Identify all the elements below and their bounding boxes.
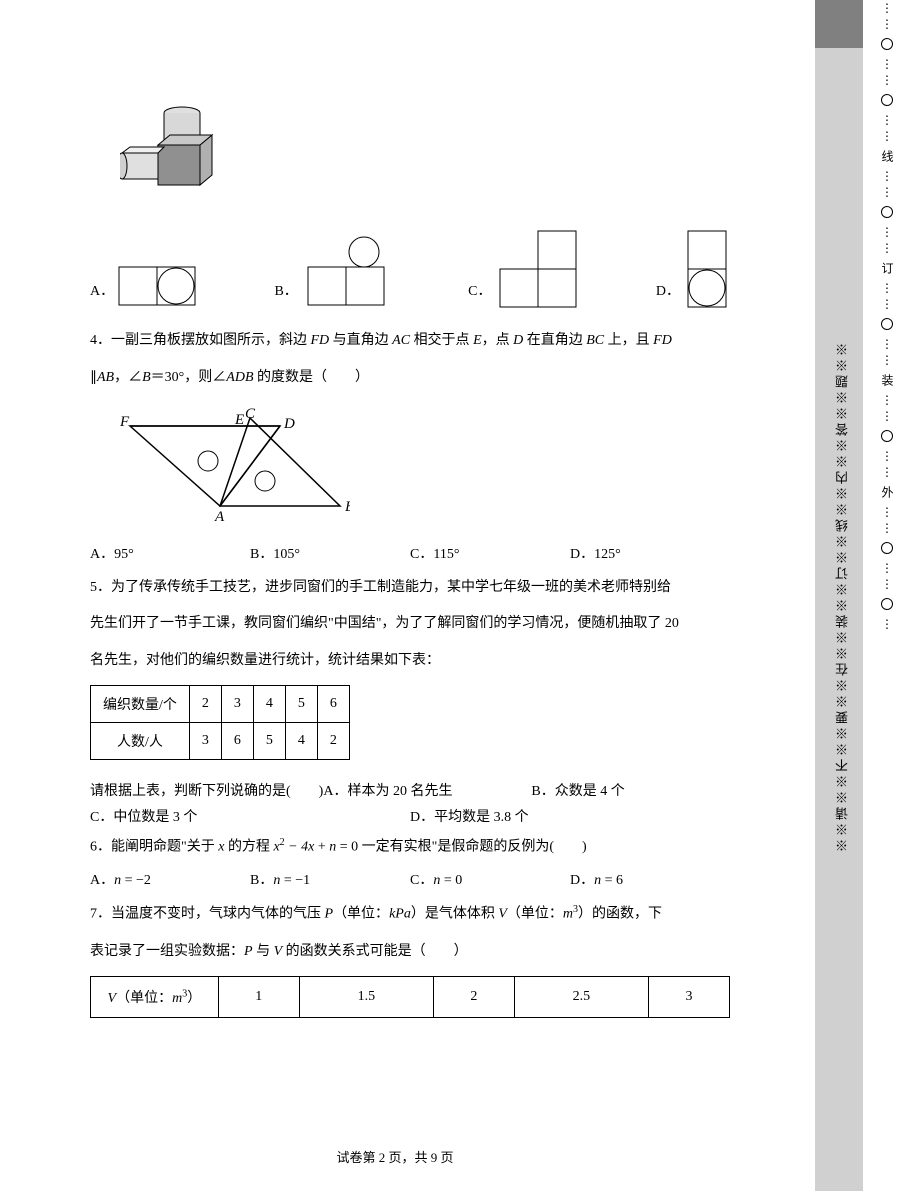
q5-line: 先生们开了一节手工课，教同窗们编织"中国结"，为了了解同窗们的学习情况，便随机抽… xyxy=(90,609,730,640)
binding-dotline: ⋮⋮ ⋮⋮ ⋮⋮ 线 ⋮⋮ ⋮⋮ 订 ⋮⋮ ⋮⋮ 装 ⋮⋮ ⋮⋮ 外 ⋮⋮ ⋮⋮… xyxy=(872,0,902,1191)
q4-choices: A．95° B．105° C．115° D．125° xyxy=(90,543,730,563)
option-c-figure xyxy=(496,230,580,308)
option-label: D． xyxy=(656,280,680,300)
table-cell: 4 xyxy=(253,685,285,722)
q4-text-2: ∥AB，∠B＝30°，则∠ADB 的度数是（ ） xyxy=(90,363,730,394)
table-header: V（单位：m3） xyxy=(91,976,219,1017)
q5-ask: 请根据上表，判断下列说确的是( ) xyxy=(90,784,323,799)
choice: A．n = −2 xyxy=(90,869,250,889)
table-cell: 3 xyxy=(648,976,729,1017)
table-cell: 5 xyxy=(285,685,317,722)
option-label: A． xyxy=(90,280,114,300)
page-content: A． B． C． D． 4．一副三角板摆放如图所示，斜边 FD 与直角边 AC … xyxy=(0,0,790,1191)
choice: C．115° xyxy=(410,543,570,563)
q4-text: 4．一副三角板摆放如图所示，斜边 FD 与直角边 AC 相交于点 E，点 D 在… xyxy=(90,326,730,357)
binding-char: 订 xyxy=(881,262,893,274)
choice: D．125° xyxy=(570,543,730,563)
svg-text:E: E xyxy=(234,412,244,428)
option-label: C． xyxy=(468,280,491,300)
choice: B．n = −1 xyxy=(250,869,410,889)
table-cell: 2.5 xyxy=(514,976,648,1017)
table-cell: 6 xyxy=(221,722,253,759)
q5-line: 5．为了传承传统手工技艺，进步同窗们的手工制造能力，某中学七年级一班的美术老师特… xyxy=(90,573,730,604)
choice: A．样本为 20 名先生 xyxy=(323,784,452,799)
binding-warning-text: ※※请※※不※※要※※在※※装※※订※※线※※内※※答※※题※※ xyxy=(833,340,852,852)
binding-char: 线 xyxy=(881,150,893,162)
option-label: B． xyxy=(274,280,297,300)
choice: C．n = 0 xyxy=(410,869,570,889)
choice: D．平均数是 3.8 个 xyxy=(410,806,730,826)
table-cell: 6 xyxy=(317,685,349,722)
svg-text:F: F xyxy=(119,414,130,430)
binding-char: 装 xyxy=(881,374,893,386)
q3-options: A． B． C． D． xyxy=(90,230,730,308)
table-header: 人数/人 xyxy=(91,722,190,759)
table-header: 编织数量/个 xyxy=(91,685,190,722)
page-footer: 试卷第 2 页，共 9 页 xyxy=(0,1147,790,1166)
table-cell: 4 xyxy=(285,722,317,759)
table-cell: 3 xyxy=(189,722,221,759)
choice: D．n = 6 xyxy=(570,869,730,889)
table-cell: 5 xyxy=(253,722,285,759)
table-cell: 2 xyxy=(189,685,221,722)
q7-text: 7．当温度不变时，气球内气体的气压 P（单位：kPa）是气体体积 V（单位：m3… xyxy=(90,899,730,930)
q6-text: 6．能阐明命题"关于 x 的方程 x2 − 4x + n = 0 一定有实根"是… xyxy=(90,832,730,863)
option-a-figure xyxy=(118,266,198,308)
q7-table: V（单位：m3） 1 1.5 2 2.5 3 xyxy=(90,976,730,1018)
table-cell: 3 xyxy=(221,685,253,722)
choice: B．众数是 4 个 xyxy=(531,780,730,800)
choice: A．95° xyxy=(90,543,250,563)
choice: C．中位数是 3 个 xyxy=(90,806,410,826)
svg-text:D: D xyxy=(283,416,295,432)
table-cell: 1 xyxy=(218,976,299,1017)
svg-text:A: A xyxy=(214,509,225,525)
choice: B．105° xyxy=(250,543,410,563)
q5-row-cd: C．中位数是 3 个 D．平均数是 3.8 个 xyxy=(90,806,730,826)
solid-figure xyxy=(120,105,730,200)
svg-text:C: C xyxy=(245,406,256,422)
table-cell: 2 xyxy=(317,722,349,759)
binding-char: 外 xyxy=(881,486,893,498)
option-b-figure xyxy=(302,236,392,308)
svg-text:B: B xyxy=(345,499,350,515)
q5-row-ab: 请根据上表，判断下列说确的是( )A．样本为 20 名先生 B．众数是 4 个 xyxy=(90,780,730,800)
q5-table: 编织数量/个 2 3 4 5 6 人数/人 3 6 5 4 2 xyxy=(90,685,350,760)
option-d-figure xyxy=(684,230,730,308)
q7-text-2: 表记录了一组实验数据：P 与 V 的函数关系式可能是（ ） xyxy=(90,937,730,968)
q6-choices: A．n = −2 B．n = −1 C．n = 0 D．n = 6 xyxy=(90,869,730,889)
binding-cornerbox xyxy=(815,0,863,48)
q5-line: 名先生，对他们的编织数量进行统计，统计结果如下表： xyxy=(90,646,730,677)
table-cell: 1.5 xyxy=(299,976,433,1017)
table-cell: 2 xyxy=(433,976,514,1017)
q4-figure: F C E D A B xyxy=(90,406,350,526)
